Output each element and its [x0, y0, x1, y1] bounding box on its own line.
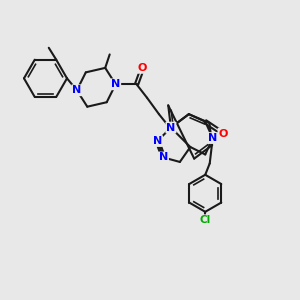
Text: N: N [208, 133, 217, 143]
Text: N: N [159, 152, 168, 163]
Text: Cl: Cl [200, 215, 211, 225]
Text: N: N [166, 123, 176, 133]
Text: N: N [111, 79, 120, 89]
Text: O: O [218, 129, 228, 139]
Text: O: O [138, 63, 147, 73]
Text: N: N [153, 136, 162, 146]
Text: N: N [72, 85, 82, 95]
